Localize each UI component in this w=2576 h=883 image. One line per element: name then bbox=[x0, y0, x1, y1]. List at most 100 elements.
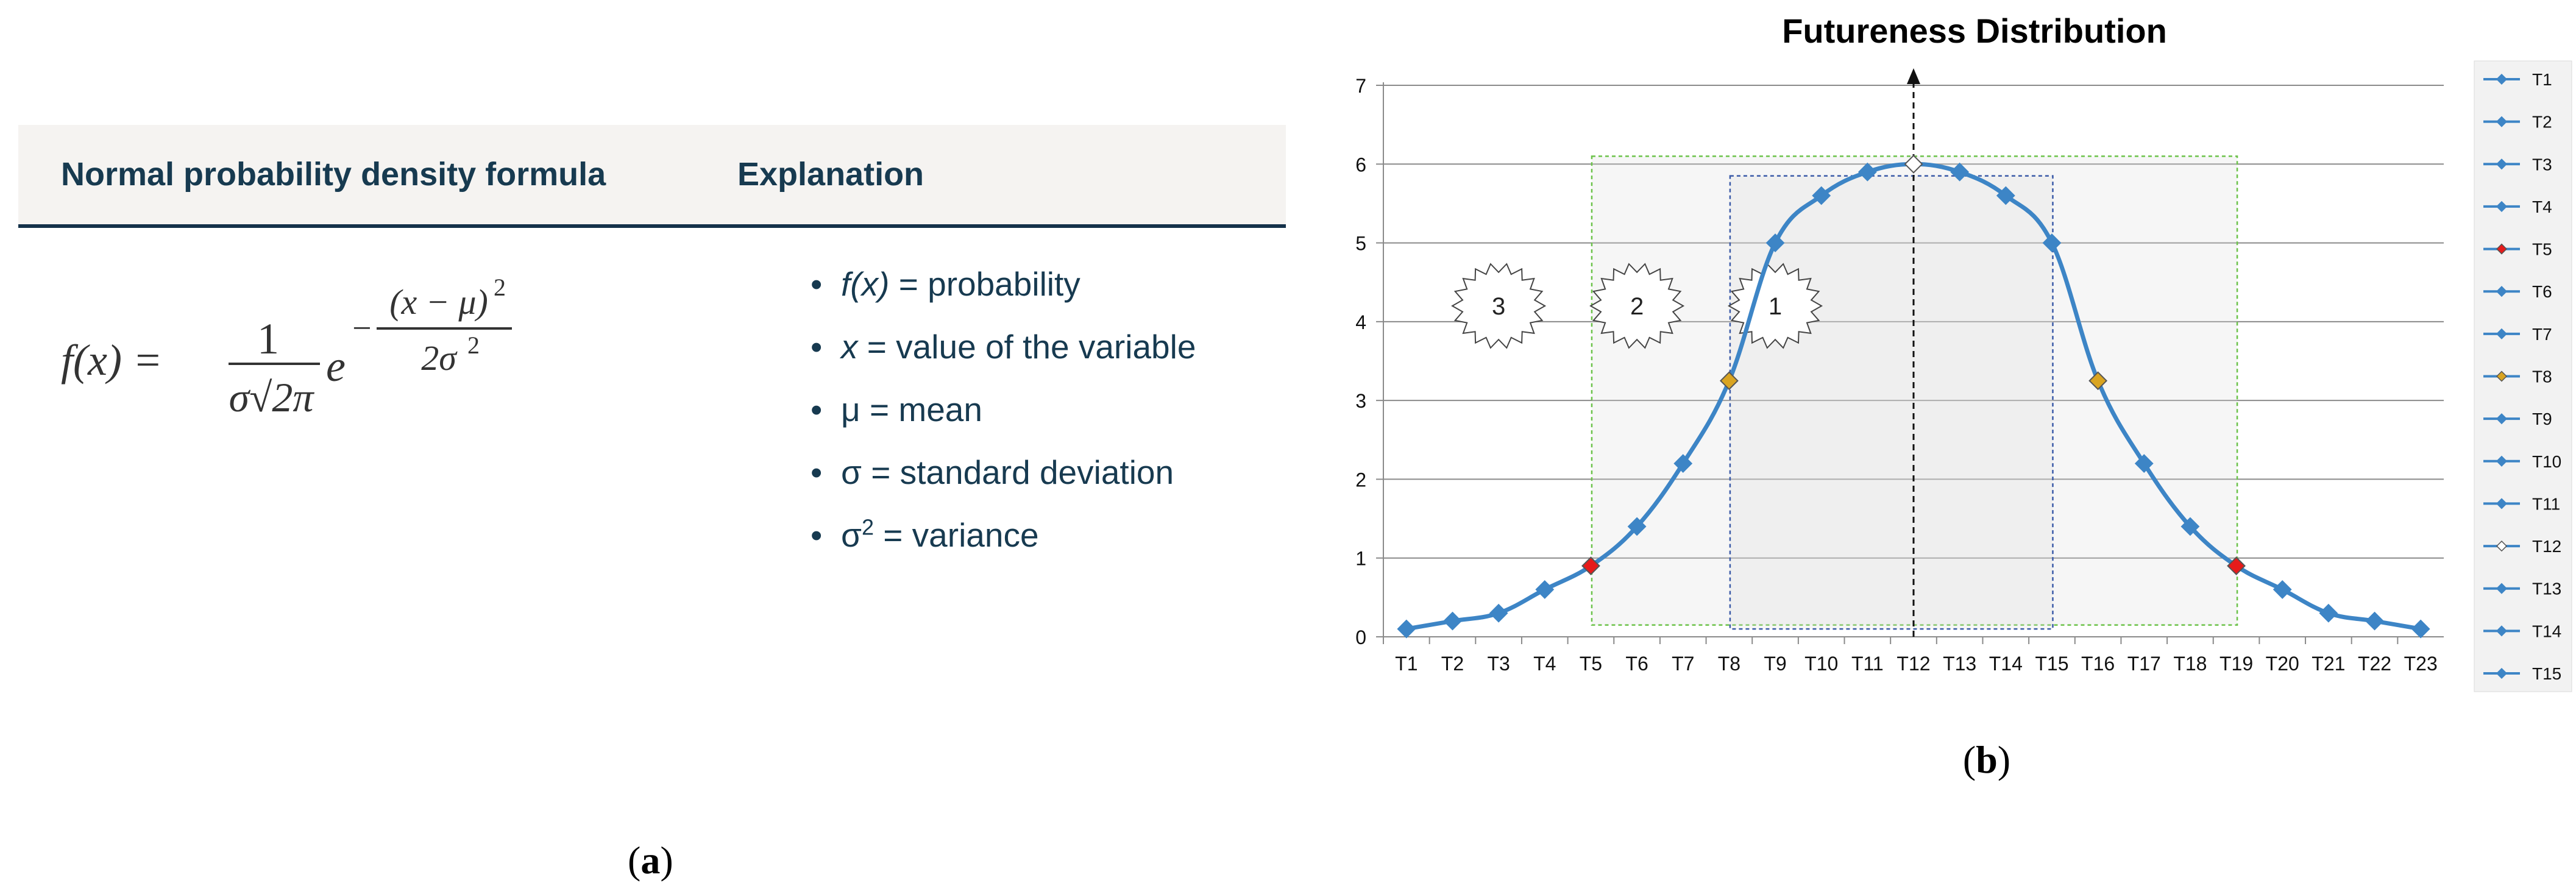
x-tick-label: T22 bbox=[2358, 653, 2391, 675]
burst-shape-3 bbox=[1451, 263, 1547, 349]
legend-label: T2 bbox=[2532, 113, 2552, 132]
x-tick-label: T19 bbox=[2219, 653, 2253, 675]
list-item: f(x) = probability bbox=[811, 253, 1196, 316]
data-point-T5 bbox=[1581, 556, 1600, 576]
list-item: σ = standard deviation bbox=[811, 441, 1196, 504]
legend-label: T3 bbox=[2532, 155, 2552, 174]
legend-label: T15 bbox=[2532, 664, 2561, 683]
x-tick-label: T23 bbox=[2404, 653, 2438, 675]
burst-label-3: 3 bbox=[1492, 293, 1505, 320]
data-point-T4 bbox=[1535, 580, 1555, 599]
y-tick-label: 3 bbox=[1355, 390, 1366, 412]
header-divider bbox=[18, 224, 1286, 228]
data-point-T15 bbox=[2042, 233, 2062, 252]
legend-marker bbox=[2496, 498, 2508, 509]
legend-label: T8 bbox=[2532, 367, 2552, 386]
data-point-T11 bbox=[1857, 162, 1877, 182]
x-tick-label: T6 bbox=[1625, 653, 1648, 675]
legend-marker bbox=[2496, 371, 2508, 382]
formula-denominator: σ√2π bbox=[229, 374, 315, 420]
formula-fraction-bar bbox=[229, 363, 320, 365]
formula-exp-numerator-power: 2 bbox=[494, 274, 506, 301]
legend-label: T7 bbox=[2532, 325, 2552, 344]
legend-marker bbox=[2496, 667, 2508, 679]
chart-title: Futureness Distribution bbox=[1782, 12, 2167, 50]
list-item: σ2 = variance bbox=[811, 504, 1196, 567]
x-tick-label: T8 bbox=[1718, 653, 1740, 675]
legend-label: T4 bbox=[2532, 197, 2552, 216]
formula-exp-denominator: 2σ bbox=[421, 338, 458, 378]
formula-exp-numerator: (x − μ) bbox=[389, 282, 488, 322]
data-point-T23 bbox=[2411, 619, 2430, 639]
region-box-2 bbox=[1591, 155, 2238, 626]
legend-label: T5 bbox=[2532, 240, 2552, 259]
y-tick-label: 1 bbox=[1355, 548, 1366, 570]
data-point-T22 bbox=[2365, 611, 2384, 631]
formula-lhs: f(x) = bbox=[61, 336, 163, 385]
formula-exp-fraction-bar bbox=[377, 327, 512, 330]
data-point-T9 bbox=[1765, 233, 1785, 252]
legend-marker bbox=[2496, 328, 2508, 339]
burst-labels: 3 2 1 bbox=[1451, 263, 1823, 349]
region-boxes bbox=[1591, 155, 2238, 630]
x-tick-label: T9 bbox=[1764, 653, 1786, 675]
formula-numerator: 1 bbox=[257, 314, 279, 363]
x-tick-label: T10 bbox=[1804, 653, 1838, 675]
legend-marker bbox=[2496, 286, 2508, 297]
legend-label: T12 bbox=[2532, 537, 2561, 556]
burst-label-1: 1 bbox=[1769, 293, 1782, 320]
formula-exp-sign: − bbox=[352, 310, 372, 347]
legend-label: T1 bbox=[2532, 70, 2552, 89]
y-tick-label: 0 bbox=[1355, 626, 1366, 648]
x-tick-label: T20 bbox=[2266, 653, 2299, 675]
legend-marker bbox=[2496, 73, 2508, 85]
legend-label: T10 bbox=[2532, 452, 2561, 471]
header-explanation: Explanation bbox=[737, 156, 924, 193]
y-tick-label: 4 bbox=[1355, 311, 1366, 333]
data-point-T7 bbox=[1673, 454, 1693, 473]
formula-exp-denominator-power: 2 bbox=[467, 332, 480, 359]
legend-label: T6 bbox=[2532, 282, 2552, 301]
data-point-T19 bbox=[2227, 556, 2246, 576]
legend-marker bbox=[2496, 413, 2508, 425]
y-tick-label: 7 bbox=[1355, 75, 1366, 97]
data-point-T6 bbox=[1627, 517, 1647, 536]
data-point-T12 bbox=[1904, 154, 1923, 174]
x-tick-label: T16 bbox=[2081, 653, 2115, 675]
x-tick-label: T12 bbox=[1897, 653, 1930, 675]
legend-label: T9 bbox=[2532, 410, 2552, 428]
burst-label-2: 2 bbox=[1630, 293, 1644, 320]
data-point-T3 bbox=[1489, 603, 1508, 623]
futureness-chart: Futureness Distribution 0 1 2 3 4 5 6 7 T1 T2 T3 T4… bbox=[1355, 12, 2572, 781]
data-point-T8 bbox=[1719, 371, 1739, 391]
y-tick-label: 5 bbox=[1355, 233, 1366, 255]
normal-pdf-formula: f(x) = 1 σ√2π e − (x − μ) 2 2σ 2 bbox=[61, 274, 512, 420]
legend-label: T11 bbox=[2532, 494, 2560, 513]
legend-marker bbox=[2496, 583, 2508, 594]
x-tick-label: T11 bbox=[1851, 653, 1884, 675]
x-tick-label: T13 bbox=[1943, 653, 1976, 675]
x-tick-label: T15 bbox=[2035, 653, 2068, 675]
x-tick-label: T17 bbox=[2127, 653, 2161, 675]
x-tick-label: T21 bbox=[2312, 653, 2345, 675]
center-arrow-head bbox=[1907, 68, 1920, 84]
burst-shape-2 bbox=[1589, 263, 1685, 349]
data-point-T16 bbox=[2088, 371, 2108, 391]
table-header bbox=[18, 125, 1286, 225]
caption-b: (b) bbox=[1963, 738, 2010, 781]
legend-label: T13 bbox=[2532, 580, 2561, 598]
region-box-1 bbox=[1729, 175, 2054, 630]
x-tick-label: T1 bbox=[1395, 653, 1418, 675]
header-formula: Normal probability density formula bbox=[61, 156, 606, 193]
x-tick-label: T7 bbox=[1672, 653, 1694, 675]
y-tick-label: 2 bbox=[1355, 469, 1366, 491]
data-point-T10 bbox=[1812, 186, 1831, 205]
legend-marker bbox=[2496, 116, 2508, 127]
formula-panel: Normal probability density formula Expla… bbox=[18, 125, 1286, 882]
legend-label: T14 bbox=[2532, 622, 2561, 640]
data-point-T21 bbox=[2319, 603, 2338, 623]
data-point-T1 bbox=[1397, 619, 1416, 639]
x-tick-label: T3 bbox=[1487, 653, 1510, 675]
x-tick-label: T2 bbox=[1441, 653, 1464, 675]
series-t bbox=[1397, 154, 2430, 639]
